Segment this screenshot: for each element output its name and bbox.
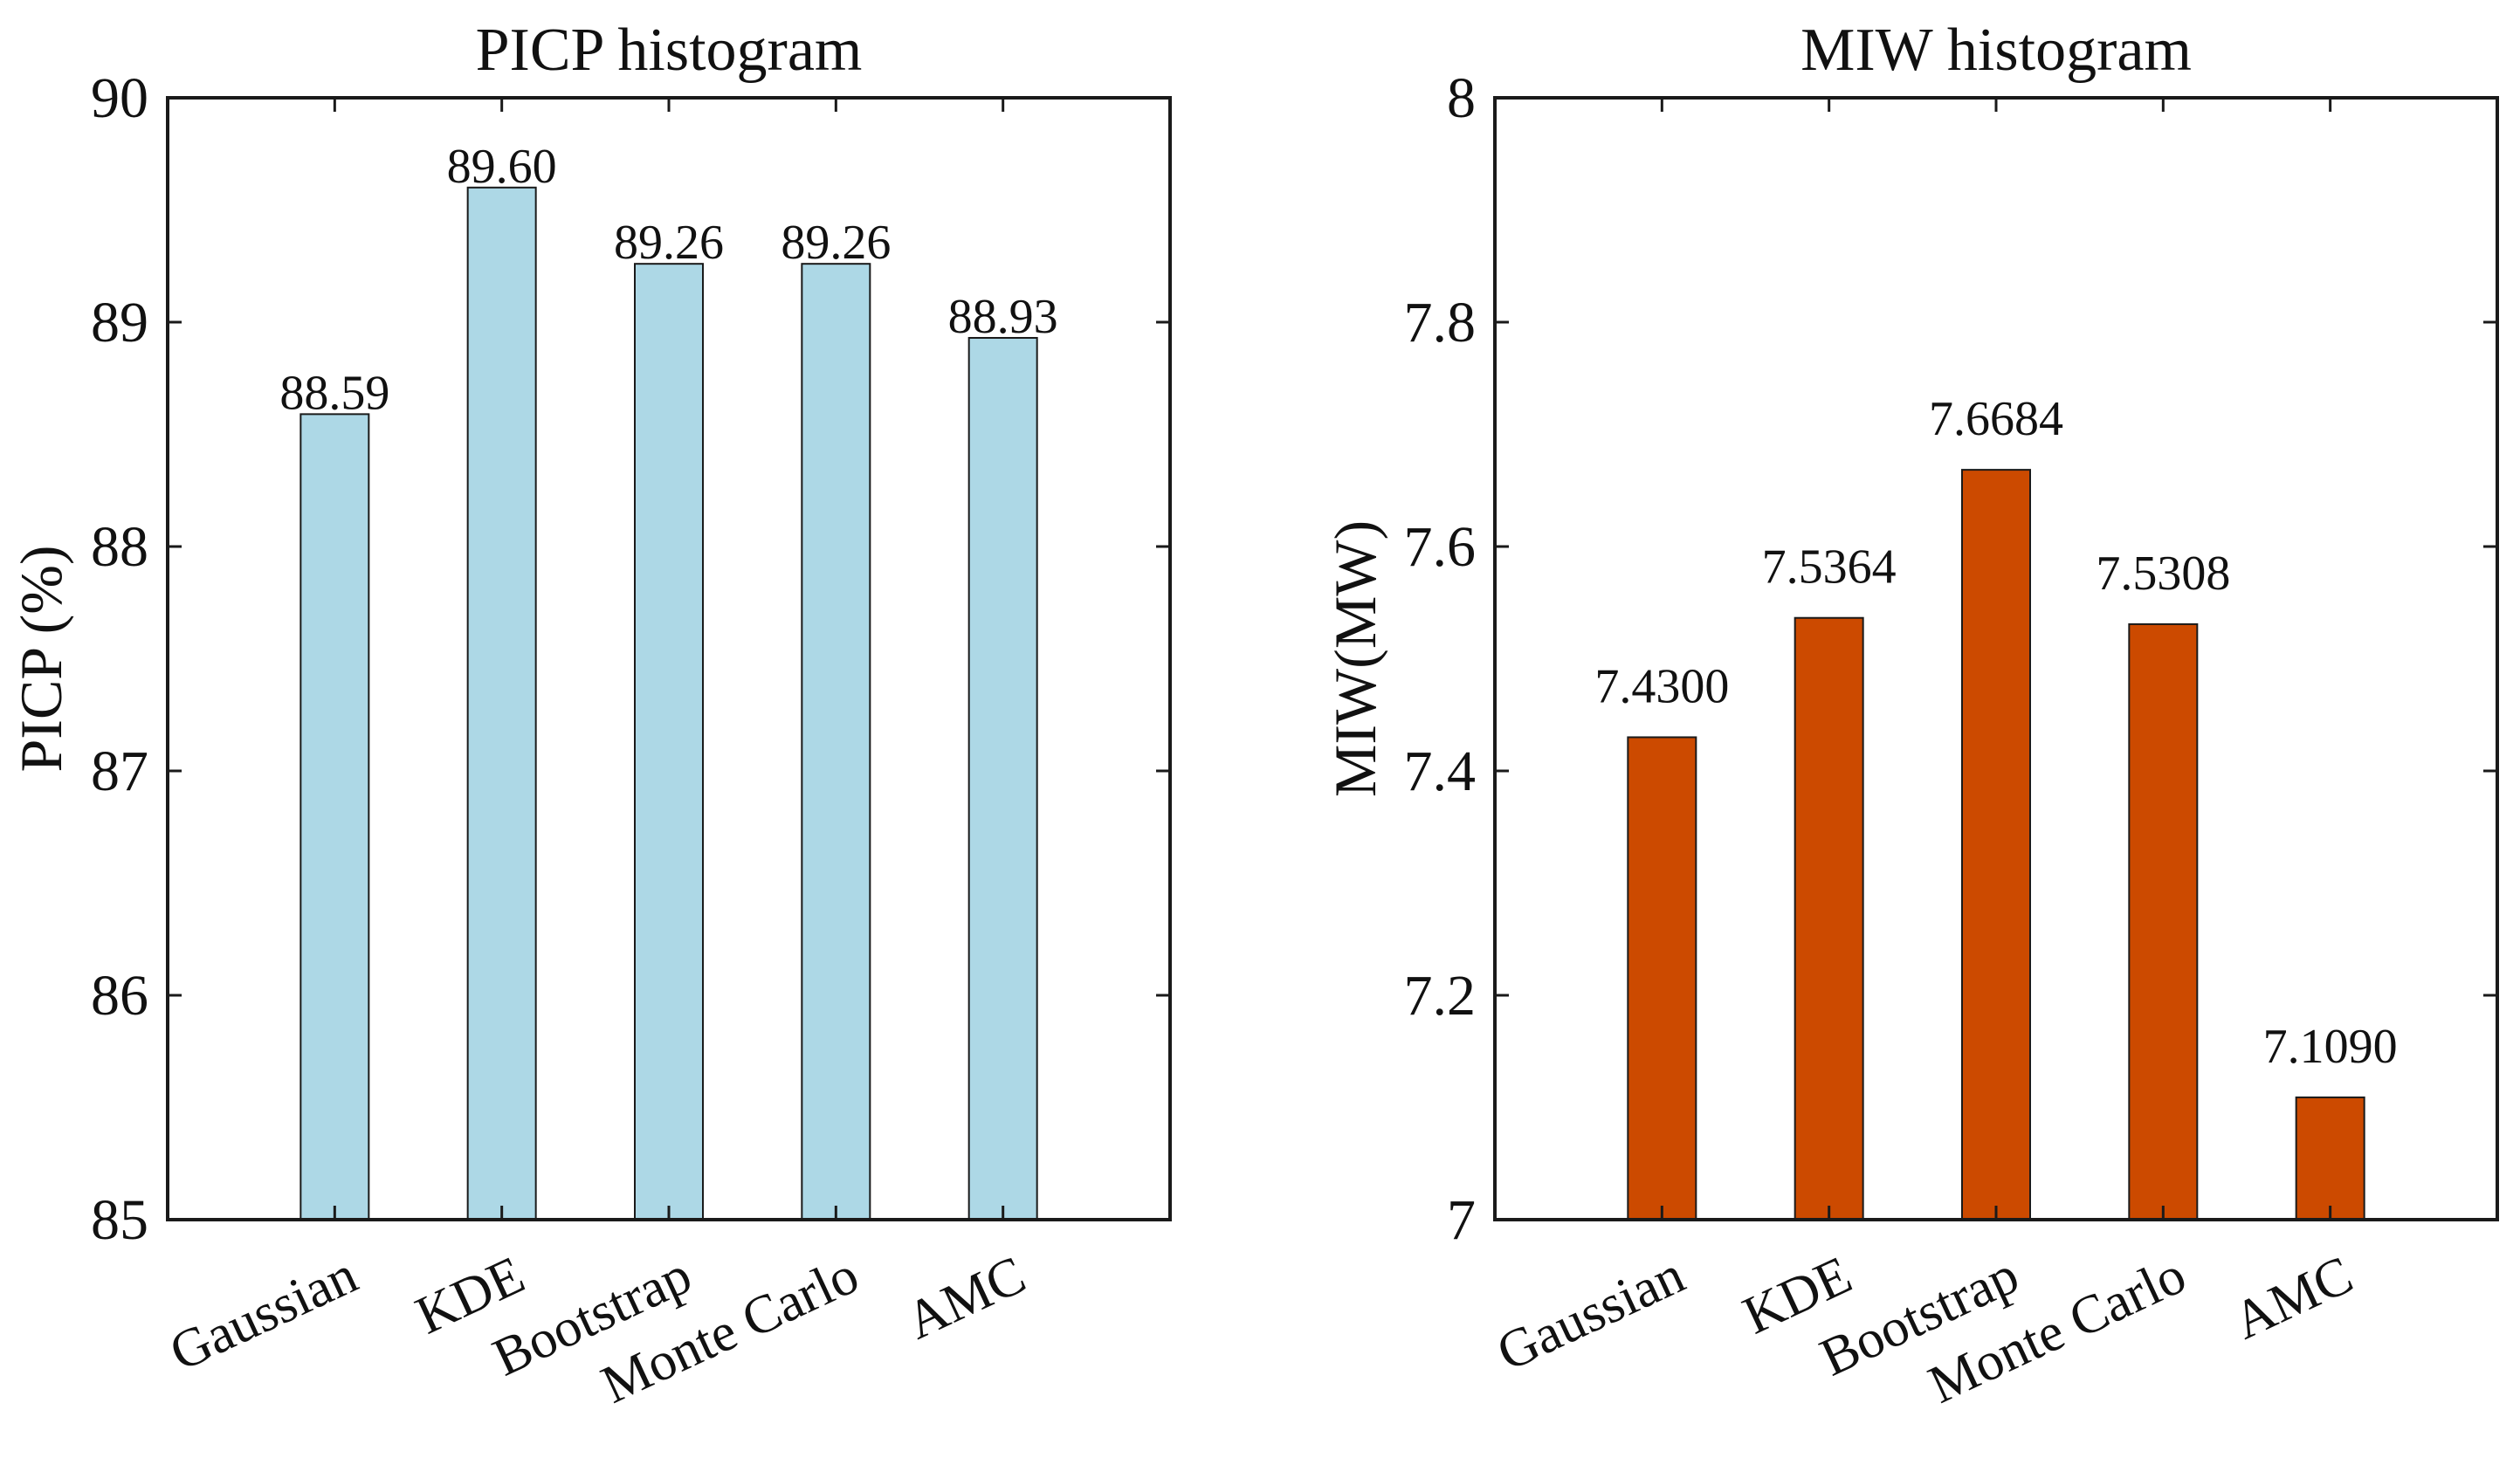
data-label: 88.93 <box>948 290 1058 344</box>
data-label: 89.26 <box>614 216 724 270</box>
y-axis-label: PICP (%) <box>8 545 74 772</box>
bar <box>801 263 871 1221</box>
x-tick-label: Gaussian <box>162 1245 367 1383</box>
y-tick-label: 90 <box>91 66 148 130</box>
axes-box <box>1493 96 2499 1221</box>
data-label: 7.5308 <box>2096 547 2230 601</box>
bar <box>1961 469 2031 1221</box>
data-label: 89.60 <box>447 140 557 194</box>
data-label: 89.26 <box>781 216 891 270</box>
y-tick-label: 7.8 <box>1404 291 1477 354</box>
bar <box>967 336 1038 1221</box>
y-tick-label: 7.2 <box>1404 964 1477 1028</box>
y-tick-label: 7.4 <box>1404 739 1477 803</box>
bar <box>2295 1096 2365 1221</box>
chart-title: PICP histogram <box>476 17 863 84</box>
data-label: 88.59 <box>279 366 389 420</box>
y-tick-label: 7 <box>1447 1188 1476 1252</box>
x-tick-label: AMC <box>2225 1245 2362 1351</box>
data-label: 7.1090 <box>2263 1020 2398 1074</box>
y-axis-label: MIW(MW) <box>1322 520 1388 797</box>
bar <box>466 186 537 1221</box>
y-tick-label: 7.6 <box>1404 515 1477 579</box>
y-tick-label: 89 <box>91 291 148 354</box>
x-tick-label: AMC <box>898 1245 1035 1351</box>
y-tick-label: 8 <box>1447 66 1476 130</box>
y-tick-label: 86 <box>91 964 148 1028</box>
chart-title: MIW histogram <box>1800 17 2192 84</box>
bar <box>300 413 370 1221</box>
bar <box>2128 622 2199 1221</box>
bar <box>1794 616 1864 1221</box>
x-tick-label: Gaussian <box>1489 1245 1694 1383</box>
data-label: 7.6684 <box>1929 392 2063 446</box>
data-label: 7.4300 <box>1594 659 1729 713</box>
y-tick-label: 87 <box>91 739 148 803</box>
bar <box>634 263 704 1221</box>
miw-chart-panel: MIW histogram MIW(MW) 7.4300 Gaussian 7.5364… <box>1322 17 2499 1415</box>
axes-box <box>166 96 1172 1221</box>
y-tick-label: 88 <box>91 515 148 579</box>
bar <box>1627 736 1697 1221</box>
y-tick-label: 85 <box>91 1188 148 1252</box>
data-label: 7.5364 <box>1762 540 1897 595</box>
picp-chart-panel: PICP histogram PICP (%) 88.59 Gaussian 89.60… <box>8 17 1172 1415</box>
